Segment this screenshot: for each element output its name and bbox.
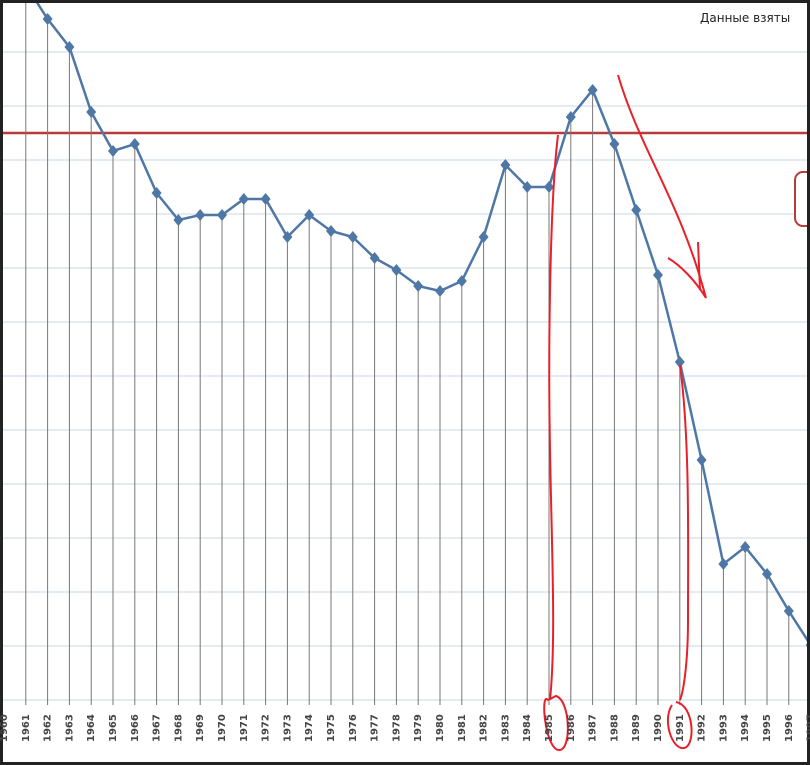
x-tick-label: 1970 bbox=[217, 714, 228, 742]
point bbox=[544, 181, 554, 193]
x-tick-label: 1964 bbox=[86, 714, 97, 742]
hand-annotations bbox=[543, 74, 707, 751]
x-tick-label: 1985 bbox=[544, 714, 555, 742]
x-tick-label: 1992 bbox=[697, 714, 708, 742]
point bbox=[64, 41, 75, 53]
point bbox=[129, 138, 140, 150]
x-tick-label: 1981 bbox=[457, 714, 468, 742]
point bbox=[326, 225, 336, 237]
point bbox=[151, 187, 162, 199]
red-arrow bbox=[617, 74, 707, 299]
red-circle bbox=[543, 694, 569, 751]
point bbox=[238, 193, 249, 205]
point bbox=[347, 231, 358, 243]
plot-area bbox=[3, 3, 807, 705]
red-stroke bbox=[548, 134, 559, 701]
x-tick-label: 1975 bbox=[326, 714, 337, 742]
point bbox=[609, 138, 620, 150]
x-tick-label: 1990 bbox=[653, 714, 664, 742]
point bbox=[565, 111, 576, 123]
x-tick-label: 1966 bbox=[130, 714, 141, 742]
point bbox=[413, 280, 424, 292]
point bbox=[500, 159, 511, 171]
x-tick-label: 1983 bbox=[500, 714, 511, 742]
x-tick-label: 1963 bbox=[64, 714, 75, 742]
x-tick-label: 1984 bbox=[522, 714, 533, 742]
point bbox=[42, 13, 53, 25]
x-tick-label: 1973 bbox=[282, 714, 293, 742]
x-tick-label: 1976 bbox=[348, 714, 359, 742]
x-tick-label: 1977 bbox=[370, 714, 381, 742]
point bbox=[587, 84, 598, 96]
x-tick-label: 1968 bbox=[173, 714, 184, 742]
point bbox=[740, 541, 751, 553]
point bbox=[217, 209, 227, 221]
x-tick-label: 1994 bbox=[740, 714, 751, 742]
x-tick-label: 1980 bbox=[435, 714, 446, 742]
x-tick-label: 1982 bbox=[479, 714, 490, 742]
point bbox=[260, 193, 271, 205]
point bbox=[674, 356, 685, 368]
x-tick-label: 1965 bbox=[108, 714, 119, 742]
point bbox=[108, 145, 118, 157]
x-tick-label: 1972 bbox=[261, 714, 272, 742]
x-tick-label: 1979 bbox=[413, 714, 424, 742]
x-tick-label: 1962 bbox=[43, 714, 54, 742]
point bbox=[369, 252, 380, 264]
annotation: Данные взяты bbox=[700, 11, 790, 25]
x-tick-label: 1971 bbox=[239, 714, 250, 742]
x-tick-label: 1961 bbox=[21, 714, 32, 742]
x-tick-label: 1997 bbox=[806, 714, 810, 742]
point bbox=[805, 643, 807, 647]
point bbox=[435, 285, 445, 297]
point bbox=[718, 558, 729, 570]
point bbox=[478, 231, 489, 243]
point bbox=[282, 231, 293, 243]
x-tick-label: 1996 bbox=[784, 714, 795, 742]
point bbox=[391, 264, 402, 276]
x-tick-label: 1978 bbox=[391, 714, 402, 742]
x-tick-label: 1987 bbox=[588, 714, 599, 742]
x-tick-label: 1960 bbox=[0, 714, 10, 742]
point bbox=[195, 209, 206, 221]
x-tick-label: 1974 bbox=[304, 714, 315, 742]
point bbox=[173, 214, 184, 226]
x-tick-label: 1967 bbox=[152, 714, 163, 742]
x-tick-label: 1986 bbox=[566, 714, 577, 742]
point bbox=[631, 204, 642, 216]
x-tick-label: 1991 bbox=[675, 714, 686, 742]
point bbox=[86, 106, 97, 118]
red-circle bbox=[666, 701, 693, 749]
x-tick-label: 1969 bbox=[195, 714, 206, 742]
x-tick-label: 1988 bbox=[609, 714, 620, 742]
x-tick-label: 1989 bbox=[631, 714, 642, 742]
point bbox=[304, 209, 315, 221]
point bbox=[696, 454, 707, 466]
point bbox=[762, 568, 772, 580]
x-tick-label: 1993 bbox=[718, 714, 729, 742]
point bbox=[653, 269, 663, 281]
point bbox=[522, 181, 533, 193]
point bbox=[783, 605, 794, 617]
red-arrow-head bbox=[697, 241, 701, 291]
red-stroke bbox=[679, 364, 690, 701]
legend-box bbox=[794, 171, 810, 227]
point bbox=[456, 275, 467, 287]
x-tick-label: 1995 bbox=[762, 714, 773, 742]
